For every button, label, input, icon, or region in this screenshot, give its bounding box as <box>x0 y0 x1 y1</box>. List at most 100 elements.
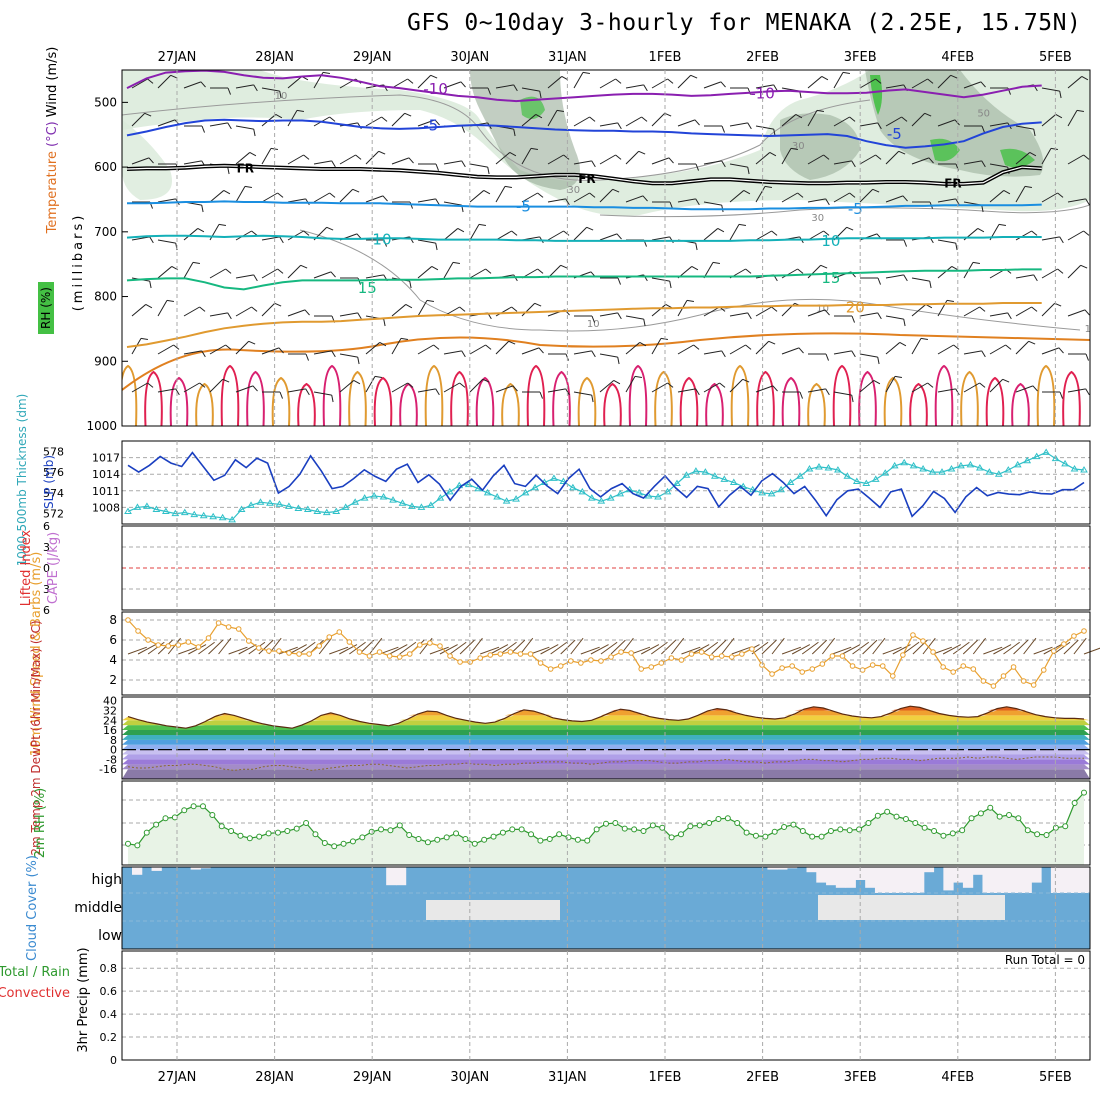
wind-barb-flag <box>305 388 310 396</box>
wind-barb-flag <box>303 230 310 236</box>
thickness-tick-label: 574 <box>43 487 64 500</box>
wind-barb-flag <box>849 116 856 122</box>
wind-barb-flag <box>433 344 440 350</box>
wind10m-barb <box>127 646 147 655</box>
wind-barb-flag <box>435 163 440 171</box>
thickness-marker <box>720 475 729 482</box>
wind-barb-flag <box>487 167 490 175</box>
wind-barb-shaft <box>937 119 956 127</box>
wind10m-point <box>155 642 161 648</box>
wind10m-point <box>366 653 373 659</box>
thickness-marker <box>351 498 360 505</box>
wind-barb-flag <box>877 277 882 285</box>
rh2m-point <box>715 816 722 822</box>
wind-barb-flag <box>201 350 206 358</box>
date-label-top: 30JAN <box>450 50 489 65</box>
wind-barb-shaft <box>547 230 564 241</box>
thickness-marker <box>502 497 511 504</box>
wind-barb-flag <box>979 382 986 388</box>
wind-barb-flag <box>513 129 516 137</box>
wind-barb-flag <box>617 122 622 130</box>
date-label-bottom: 27JAN <box>158 1070 197 1085</box>
wind-barb-flag <box>279 391 284 399</box>
wind-barb-flag <box>851 315 856 323</box>
wind10m-point <box>608 654 614 660</box>
slp-label: SLP (mb) <box>42 455 56 509</box>
wind-barb-shaft <box>937 266 953 279</box>
temp2m-frame <box>121 696 1091 780</box>
wind-barb-shaft <box>391 157 410 165</box>
wind-barb-flag <box>378 150 386 155</box>
wind-barb-flag <box>457 227 465 233</box>
wind-barb-flag <box>927 382 934 388</box>
isotherm-line <box>126 70 1042 103</box>
precip-tick-label: 0.8 <box>100 962 118 975</box>
wind-barb-shaft <box>313 160 332 165</box>
warm-contour-loop <box>501 382 520 426</box>
wind-barb-shaft <box>677 198 696 203</box>
wind-barb-flag <box>251 306 258 312</box>
wind-barb-flag <box>695 388 700 396</box>
rh2m-point <box>368 828 375 835</box>
wind-barb-shaft <box>651 112 666 127</box>
temp-dewpt-lines <box>122 705 1090 771</box>
wind-barb-flag <box>664 112 672 117</box>
thickness-marker <box>975 464 984 471</box>
temp-color-band <box>122 769 1090 779</box>
warm-contour-loop <box>781 376 801 426</box>
wind-barb-shaft <box>573 72 584 89</box>
rh-shaded-region <box>122 120 172 200</box>
thickness-path <box>127 451 1085 521</box>
wind-barb-flag <box>634 375 642 378</box>
wind-barb-flag <box>1085 388 1090 396</box>
rh2m-point <box>752 832 759 839</box>
wind10m-point <box>638 666 645 672</box>
rh-legend-label: RH (%) <box>39 287 53 329</box>
wind-barb-shaft <box>755 340 770 355</box>
wind10m-barb <box>157 639 173 655</box>
wind10m-point <box>879 663 886 669</box>
wind-barb-shaft <box>599 312 618 317</box>
thickness-marker <box>729 478 738 485</box>
wind-barb-shaft <box>469 378 484 393</box>
warm-contour-loop <box>654 370 673 426</box>
thickness-marker <box>379 493 388 500</box>
wind10m-point <box>205 635 212 641</box>
slp-line <box>127 451 1085 518</box>
wind-barb-shaft <box>599 154 616 165</box>
wind-barb-flag <box>173 344 180 350</box>
wind10m-barb <box>178 646 198 655</box>
lifted-index-tick-label: 3 <box>43 583 50 596</box>
wind-barb-shaft <box>625 84 644 89</box>
rh2m-point <box>649 822 656 829</box>
wind10m-barb <box>922 637 936 655</box>
wind-barb-shaft <box>807 198 826 203</box>
rh2m-point <box>949 830 956 837</box>
wind-barb-flag <box>1032 385 1038 392</box>
isotherm-label: FR <box>944 177 961 191</box>
wind10m-barb <box>932 646 953 655</box>
wind10m-point <box>628 650 634 656</box>
cloud-level-label: middle <box>74 900 122 916</box>
wind10m-point <box>537 660 544 666</box>
wind-barb-shaft <box>625 376 636 393</box>
thickness-marker <box>180 508 189 516</box>
wind-barb-flag <box>253 129 256 137</box>
wind-barb-flag <box>617 357 620 365</box>
wind-barb-flag <box>539 91 542 99</box>
wind-barb-flag <box>695 198 700 206</box>
date-label-bottom: 4FEB <box>941 1070 974 1085</box>
rh2m-point <box>406 832 413 838</box>
wind-barb-shaft <box>547 388 566 393</box>
wind-barb-flag <box>331 350 336 358</box>
rh-contour-label: 30 <box>811 213 824 224</box>
wind10m-point <box>386 653 393 659</box>
warm-contour-loop <box>297 382 316 426</box>
wind-barb-flag <box>977 227 985 233</box>
wind-barb-shaft <box>521 192 538 203</box>
wind10m-point <box>306 651 312 657</box>
wind-barb-shaft <box>417 300 428 317</box>
wind-barb-flag <box>747 312 752 320</box>
wind10m-barb <box>560 639 576 655</box>
thickness-marker <box>218 513 227 521</box>
